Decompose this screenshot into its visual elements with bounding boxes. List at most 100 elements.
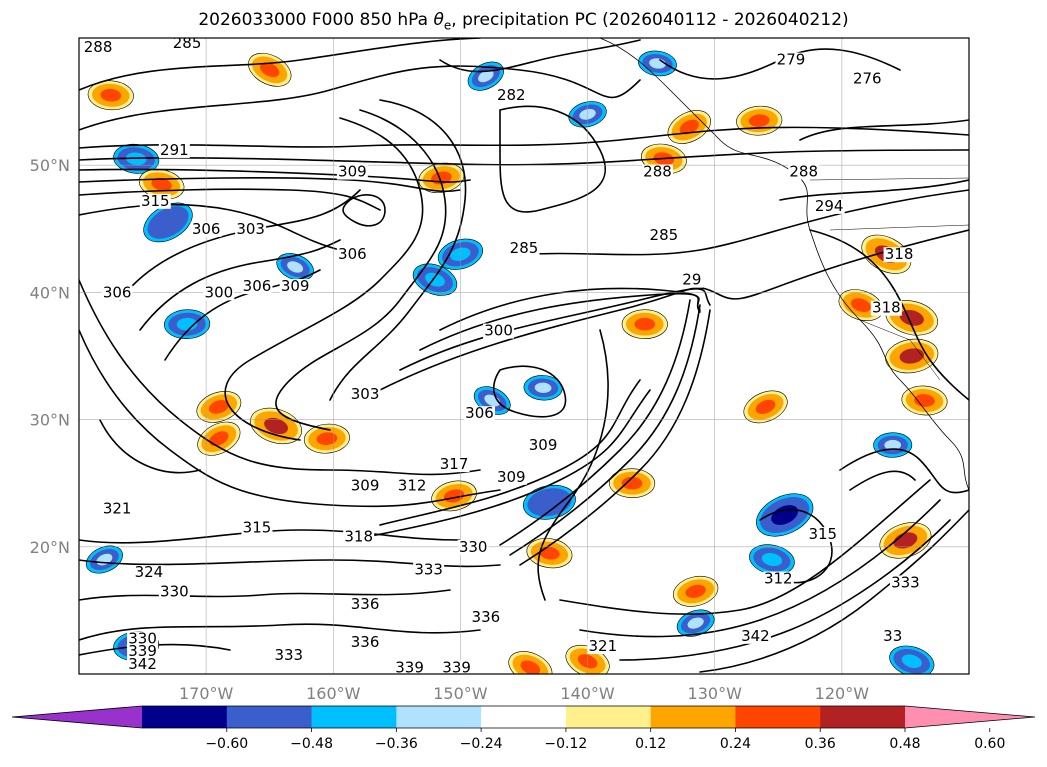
contour-label: 306 — [243, 277, 272, 295]
contour-label: 330 — [160, 582, 189, 600]
colorbar-tick-label: −0.12 — [544, 736, 587, 752]
precip-patch — [276, 253, 314, 281]
contour-line — [519, 189, 969, 256]
contour-label-background — [396, 478, 428, 494]
contour-line — [329, 99, 467, 401]
contour-label-background — [775, 52, 807, 68]
colorbar-segment — [142, 706, 228, 728]
precip-patch — [756, 493, 814, 537]
colorbar-tick-label: 0.60 — [974, 736, 1005, 752]
contour-label: 336 — [351, 633, 380, 651]
colorbar-tick-label: −0.36 — [375, 736, 418, 752]
contour-label: 309 — [338, 163, 367, 181]
contour-label-background — [235, 221, 267, 237]
contour-label: 300 — [205, 283, 234, 301]
contour-label-background — [101, 285, 133, 301]
precip-patch — [163, 309, 211, 339]
contour-label: 294 — [815, 197, 844, 215]
contour-line — [379, 379, 641, 526]
contour-label-background — [241, 279, 273, 295]
colorbar-segment — [650, 706, 736, 728]
contour-line — [79, 279, 481, 476]
contour-label: 315 — [141, 192, 170, 210]
contour-label: 306 — [338, 245, 367, 263]
precip-patch — [901, 385, 948, 416]
contour-label: 306 — [465, 404, 494, 422]
contour-label: 285 — [173, 34, 202, 52]
contour-label-background — [813, 198, 845, 214]
contour-label-background — [343, 529, 375, 545]
contour-label: 333 — [274, 646, 303, 664]
contour-label-background — [139, 193, 171, 209]
longitude-label: 160°W — [306, 684, 361, 703]
north-american-coast — [599, 38, 969, 491]
contour-line — [619, 519, 951, 661]
contour-label-background — [190, 221, 222, 237]
colorbar-outline — [11, 705, 1036, 729]
contour-label: 309 — [497, 468, 526, 486]
precip-patch — [743, 390, 788, 424]
contour-label: 288 — [643, 163, 672, 181]
contour-line — [559, 479, 931, 615]
contour-label-background — [739, 628, 771, 644]
contour-line — [839, 448, 969, 494]
colorbar-tick-label: 0.12 — [635, 736, 666, 752]
contour-label: 282 — [497, 86, 526, 104]
contour-label-background — [889, 575, 921, 591]
graticule — [79, 38, 969, 674]
contour-line — [439, 39, 641, 73]
contour-line — [99, 419, 201, 474]
precip-patch — [303, 423, 350, 454]
contour-line — [499, 105, 607, 213]
precipitation-layer — [85, 50, 948, 674]
contour-label: 330 — [128, 629, 157, 647]
contour-label: 303 — [236, 220, 265, 238]
contour-line — [79, 177, 461, 193]
contour-line — [139, 239, 341, 331]
contour-line — [779, 179, 969, 201]
colorbar-tick-label: 0.24 — [720, 736, 751, 752]
precip-patch — [638, 50, 677, 77]
contour-line — [849, 470, 916, 491]
longitude-labels: 170°W 160°W 150°W 140°W 130°W 120°W — [179, 684, 869, 703]
contour-label-background — [464, 406, 495, 422]
contour-label: 324 — [135, 563, 164, 581]
contour-label: 339 — [128, 642, 157, 660]
precip-patch — [196, 391, 242, 423]
chart-title: 2026033000 F000 850 hPa θe, precipitatio… — [198, 10, 849, 33]
contour-line — [275, 109, 447, 431]
contour-line — [79, 149, 969, 166]
contour-label: 288 — [84, 38, 113, 56]
contour-line — [224, 117, 424, 441]
contour-line — [79, 589, 451, 601]
contour-line — [399, 288, 711, 371]
contour-label-background — [851, 71, 883, 87]
precip-patch — [676, 609, 715, 637]
contour-label-background — [82, 39, 114, 55]
contour-label-background — [642, 164, 673, 180]
contour-label: 342 — [128, 655, 157, 673]
colorbar-segment — [226, 706, 313, 728]
contour-line — [699, 509, 969, 673]
contour-label: 321 — [103, 500, 132, 518]
colorbar: −0.60 −0.48 −0.36 −0.24 −0.12 0.12 0.24 0.36 0.4… — [11, 705, 1036, 752]
precip-patch — [431, 480, 477, 512]
contour-label-background — [788, 164, 820, 180]
contour-label: 29 — [682, 271, 701, 289]
contour-label: 336 — [351, 595, 380, 613]
latitude-label: 20°N — [30, 538, 70, 557]
contour-line — [79, 529, 461, 544]
contour-label: 309 — [351, 477, 380, 495]
contour-line — [809, 229, 969, 401]
colorbar-tick-label: −0.48 — [290, 736, 333, 752]
precip-patch — [523, 484, 576, 520]
contour-label: 306 — [192, 220, 221, 238]
contour-line — [79, 65, 641, 131]
contour-line — [519, 309, 711, 566]
contour-line — [79, 559, 501, 568]
contour-label-background — [680, 272, 703, 288]
colorbar-segment — [481, 706, 567, 728]
contour-line — [349, 389, 651, 541]
